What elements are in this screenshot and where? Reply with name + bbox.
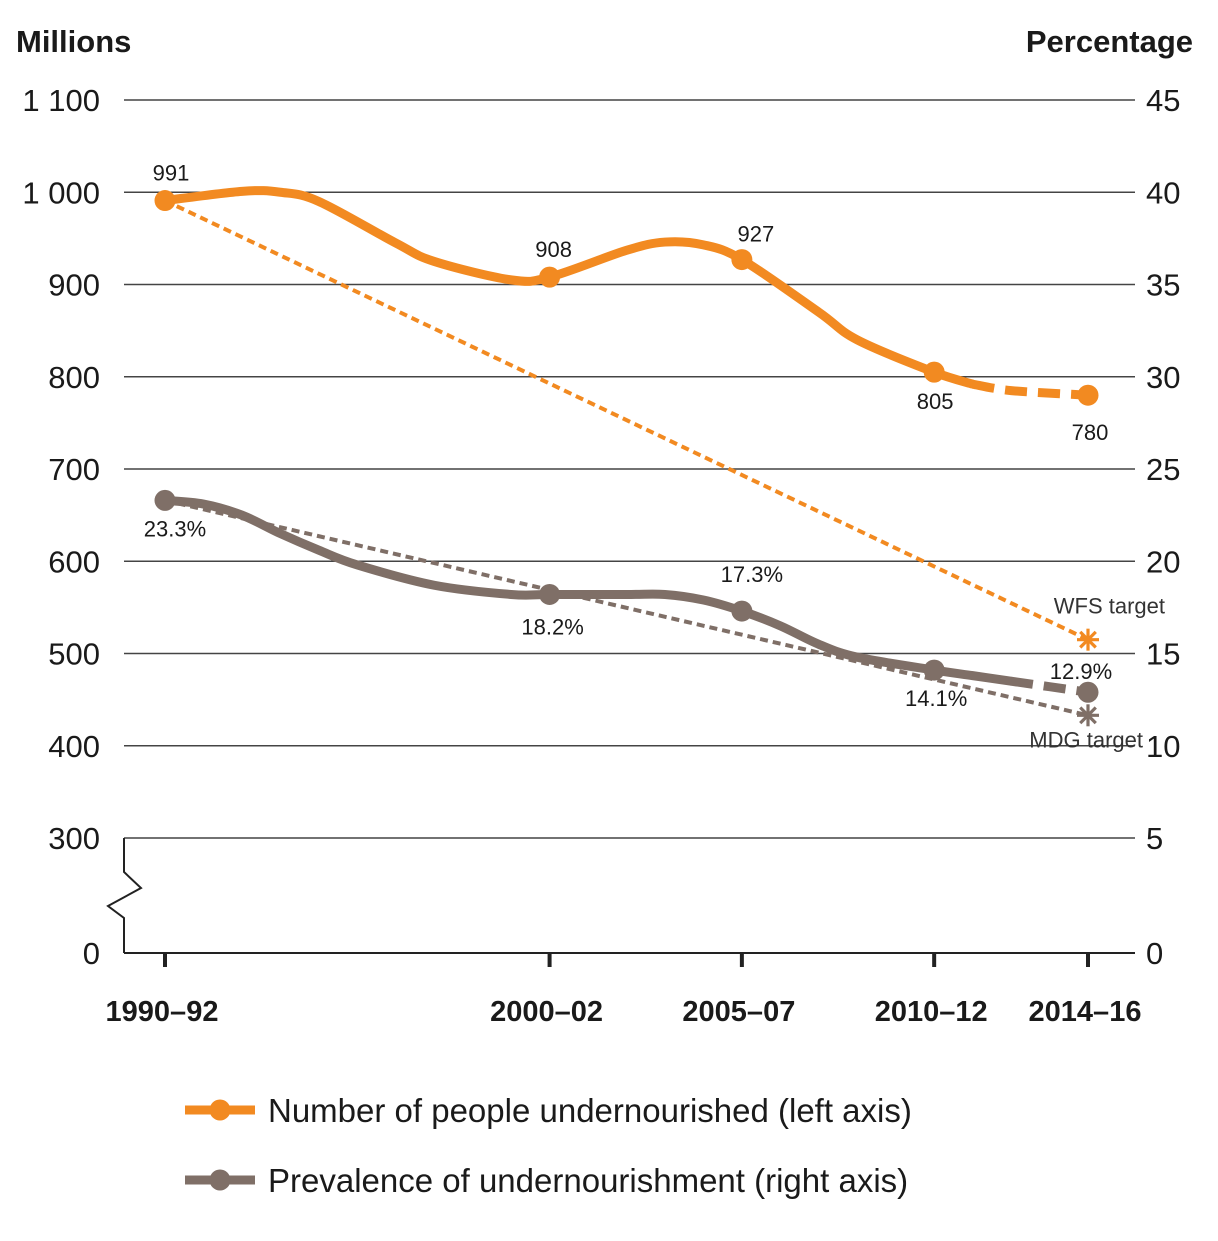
left-tick-label: 0 xyxy=(83,936,100,971)
data-point xyxy=(539,583,561,605)
target-marker xyxy=(1077,704,1099,727)
data-point xyxy=(923,659,945,681)
legend-item: Prevalence of undernourishment (right ax… xyxy=(185,1162,908,1199)
data-label: 23.3% xyxy=(144,516,206,541)
target-star-ray xyxy=(1079,706,1097,725)
legend: Number of people undernourished (left ax… xyxy=(185,1092,912,1199)
target-label: MDG target xyxy=(1029,727,1143,752)
legend-swatch-marker xyxy=(209,1169,231,1191)
right-tick-label: 20 xyxy=(1146,544,1180,579)
left-tick-label: 900 xyxy=(48,268,100,303)
data-point xyxy=(731,249,753,271)
right-tick-label: 40 xyxy=(1146,175,1180,210)
series-line-prevalence xyxy=(160,495,1016,686)
data-label: 780 xyxy=(1072,420,1109,445)
data-label: 927 xyxy=(738,222,775,247)
left-tick-label: 600 xyxy=(48,544,100,579)
data-labels: WFS target MDG target 991 908 927 805 780 23.3%… xyxy=(144,161,1165,753)
right-axis-title: Percentage xyxy=(1026,24,1193,59)
series-line-number xyxy=(160,186,978,389)
data-label: 14.1% xyxy=(905,686,967,711)
left-tick-label: 1 000 xyxy=(22,175,100,210)
right-tick-label: 5 xyxy=(1146,821,1163,856)
left-tick-label: 800 xyxy=(48,360,100,395)
legend-item: Number of people undernourished (left ax… xyxy=(185,1092,912,1129)
target-marker xyxy=(1077,628,1099,651)
data-point xyxy=(1077,384,1099,406)
data-point xyxy=(154,489,176,511)
data-label: 12.9% xyxy=(1050,659,1112,684)
data-label: 991 xyxy=(153,161,190,186)
legend-label: Number of people undernourished (left ax… xyxy=(268,1092,912,1129)
left-axis-title: Millions xyxy=(16,24,131,59)
target-label: WFS target xyxy=(1054,594,1165,619)
data-label: 805 xyxy=(917,389,954,414)
series-lines xyxy=(154,186,1099,703)
data-point xyxy=(539,266,561,288)
left-tick-label: 1 100 xyxy=(22,83,100,118)
right-tick-label: 0 xyxy=(1146,936,1163,971)
axis-break-symbol xyxy=(106,838,143,953)
data-label: 908 xyxy=(535,237,572,262)
target-line-wfs-target xyxy=(164,198,1089,642)
x-tick-label: 1990–92 xyxy=(106,996,219,1028)
data-point xyxy=(154,190,176,212)
legend-swatch-marker xyxy=(209,1099,231,1121)
left-tick-label: 500 xyxy=(48,637,100,672)
right-tick-label: 15 xyxy=(1146,637,1180,672)
left-tick-label: 700 xyxy=(48,452,100,487)
left-tick-label: 400 xyxy=(48,729,100,764)
right-tick-label: 35 xyxy=(1146,268,1180,303)
target-line-mdg-target xyxy=(164,498,1089,718)
data-point xyxy=(1077,681,1099,703)
target-star-ray xyxy=(1079,630,1097,649)
x-tick-label: 2005–07 xyxy=(682,996,795,1028)
data-label: 18.2% xyxy=(521,614,583,639)
series-projection-number xyxy=(971,379,1089,400)
data-point xyxy=(923,361,945,383)
grid-lines xyxy=(124,99,1135,839)
target-lines xyxy=(164,198,1099,727)
right-tick-label: 10 xyxy=(1146,729,1180,764)
data-label: 17.3% xyxy=(721,562,783,587)
legend-label: Prevalence of undernourishment (right ax… xyxy=(268,1162,908,1199)
x-tick-label: 2010–12 xyxy=(875,996,988,1028)
right-tick-label: 30 xyxy=(1146,360,1180,395)
left-tick-label: 300 xyxy=(48,821,100,856)
right-tick-label: 45 xyxy=(1146,83,1180,118)
right-tick-label: 25 xyxy=(1146,452,1180,487)
x-tick-label: 2014–16 xyxy=(1029,996,1142,1028)
x-tick-label: 2000–02 xyxy=(490,996,603,1028)
data-point xyxy=(731,600,753,622)
